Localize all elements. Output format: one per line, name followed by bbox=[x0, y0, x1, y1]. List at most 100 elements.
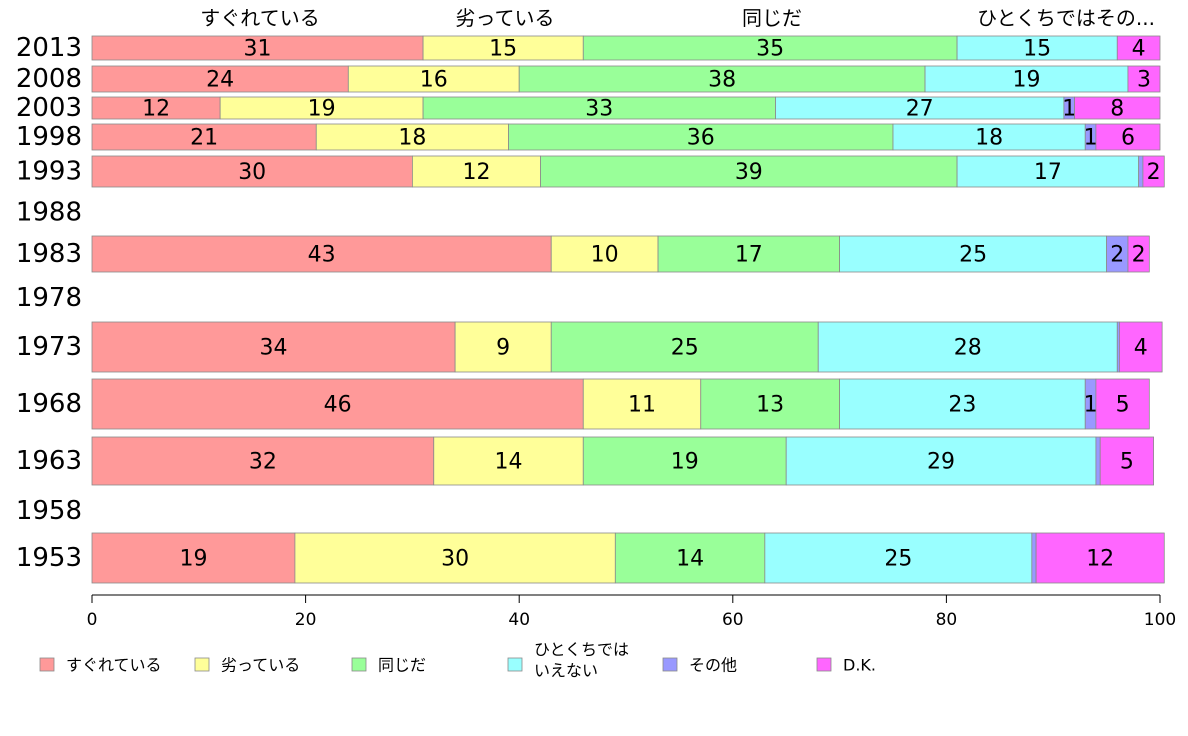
bars: 31 15 35 15 424 16 38 19 312 19 33 27 1 821 18 36 18 1 630… bbox=[91, 35, 1165, 584]
bar-segment bbox=[91, 532, 296, 584]
data-label: 12 bbox=[1086, 547, 1114, 572]
legend-label: 同じだ bbox=[378, 656, 426, 675]
bar-segment bbox=[518, 65, 926, 93]
bar-segment bbox=[1119, 321, 1163, 373]
data-label: 17 bbox=[1034, 160, 1062, 185]
bar-segment bbox=[294, 532, 616, 584]
bar-segment bbox=[582, 378, 702, 430]
data-label: 19 bbox=[308, 97, 336, 122]
bar-segment bbox=[614, 532, 766, 584]
data-label: 36 bbox=[687, 126, 715, 151]
legend-swatch bbox=[194, 657, 210, 672]
legend-item: すぐれている bbox=[39, 656, 162, 675]
bar-segment bbox=[422, 35, 584, 61]
data-label: 10 bbox=[591, 243, 619, 268]
data-label: 1 bbox=[1084, 393, 1098, 418]
data-label: 19 bbox=[179, 547, 207, 572]
bar-segment bbox=[91, 155, 413, 188]
data-label: 35 bbox=[756, 37, 784, 62]
bar-segment bbox=[582, 436, 787, 486]
legend-label: ひとくちではいえない bbox=[534, 640, 629, 680]
bar-segment bbox=[91, 123, 317, 151]
bar-segment bbox=[91, 65, 349, 93]
year-label: 1978 bbox=[16, 283, 82, 313]
bar-segment bbox=[924, 65, 1129, 93]
data-label: 4 bbox=[1134, 336, 1148, 361]
bar-segment bbox=[91, 321, 456, 373]
series-header-label: すぐれている bbox=[200, 6, 319, 30]
legend-swatch bbox=[662, 657, 678, 672]
x-tick-label: 40 bbox=[508, 610, 530, 630]
data-label: 30 bbox=[441, 547, 469, 572]
bar-segment bbox=[1127, 235, 1150, 273]
bar-segment bbox=[1035, 532, 1165, 584]
data-label: 3 bbox=[1137, 68, 1151, 93]
data-label: 31 bbox=[244, 37, 272, 62]
data-label: 32 bbox=[249, 450, 277, 475]
legend: すぐれている 劣っている 同じだ ひとくちではいえない その他 D.K. bbox=[39, 640, 876, 680]
bar-segment bbox=[582, 35, 958, 61]
legend-label: すぐれている bbox=[66, 656, 162, 675]
data-label: 5 bbox=[1116, 393, 1130, 418]
bar-segment bbox=[892, 123, 1086, 151]
data-label: 9 bbox=[496, 336, 510, 361]
year-label: 1958 bbox=[16, 496, 82, 526]
bar-segment bbox=[1099, 436, 1154, 486]
data-label: 1 bbox=[1062, 97, 1076, 122]
year-label: 2013 bbox=[16, 33, 82, 63]
legend-label: D.K. bbox=[843, 656, 876, 675]
legend-item: その他 bbox=[662, 656, 737, 675]
legend-item: D.K. bbox=[816, 656, 876, 675]
bar-segment bbox=[1031, 532, 1037, 584]
data-label: 1 bbox=[1084, 126, 1098, 151]
bar-segment bbox=[1138, 155, 1144, 188]
data-label: 27 bbox=[906, 97, 934, 122]
data-label: 25 bbox=[959, 243, 987, 268]
bar-segment bbox=[1116, 35, 1161, 61]
bar-segment bbox=[91, 235, 552, 273]
data-label: 46 bbox=[324, 393, 352, 418]
bar-segment bbox=[91, 436, 435, 486]
year-label: 1973 bbox=[16, 332, 82, 362]
data-label: 11 bbox=[628, 393, 656, 418]
bar-segment bbox=[657, 235, 840, 273]
data-label: 17 bbox=[735, 243, 763, 268]
legend-swatch bbox=[39, 657, 55, 672]
data-label: 4 bbox=[1132, 37, 1146, 62]
series-header-labels: すぐれている 劣っている 同じだ ひとくちではその... bbox=[200, 6, 1155, 30]
year-label: 1993 bbox=[16, 157, 82, 187]
x-tick-label: 80 bbox=[936, 610, 958, 630]
data-label: 2 bbox=[1147, 160, 1161, 185]
data-label: 14 bbox=[676, 547, 704, 572]
data-label: 38 bbox=[708, 68, 736, 93]
year-label: 1968 bbox=[16, 389, 82, 419]
data-label: 2 bbox=[1132, 243, 1146, 268]
bar-segment bbox=[1074, 96, 1161, 120]
data-label: 8 bbox=[1110, 97, 1124, 122]
bar-segment bbox=[956, 155, 1140, 188]
year-label: 1963 bbox=[16, 446, 82, 476]
legend-label: 劣っている bbox=[221, 656, 300, 675]
bar-segment bbox=[839, 378, 1086, 430]
legend-item: ひとくちではいえない bbox=[507, 640, 629, 680]
bar-segment bbox=[1095, 123, 1161, 151]
data-label: 13 bbox=[756, 393, 784, 418]
legend-item: 劣っている bbox=[194, 656, 300, 675]
data-label: 15 bbox=[489, 37, 517, 62]
year-label: 2008 bbox=[16, 64, 82, 94]
bar-segment bbox=[508, 123, 894, 151]
data-label: 43 bbox=[308, 243, 336, 268]
year-label: 1953 bbox=[16, 543, 82, 573]
data-label: 18 bbox=[398, 126, 426, 151]
data-label: 2 bbox=[1110, 243, 1124, 268]
legend-label: その他 bbox=[689, 656, 737, 675]
year-label: 1998 bbox=[16, 122, 82, 152]
data-label: 16 bbox=[420, 68, 448, 93]
data-label: 21 bbox=[190, 126, 218, 151]
data-label: 29 bbox=[927, 450, 955, 475]
bar-segment bbox=[700, 378, 841, 430]
data-label: 25 bbox=[884, 547, 912, 572]
series-header-label: ひとくちではその... bbox=[977, 6, 1155, 30]
data-label: 6 bbox=[1121, 126, 1135, 151]
